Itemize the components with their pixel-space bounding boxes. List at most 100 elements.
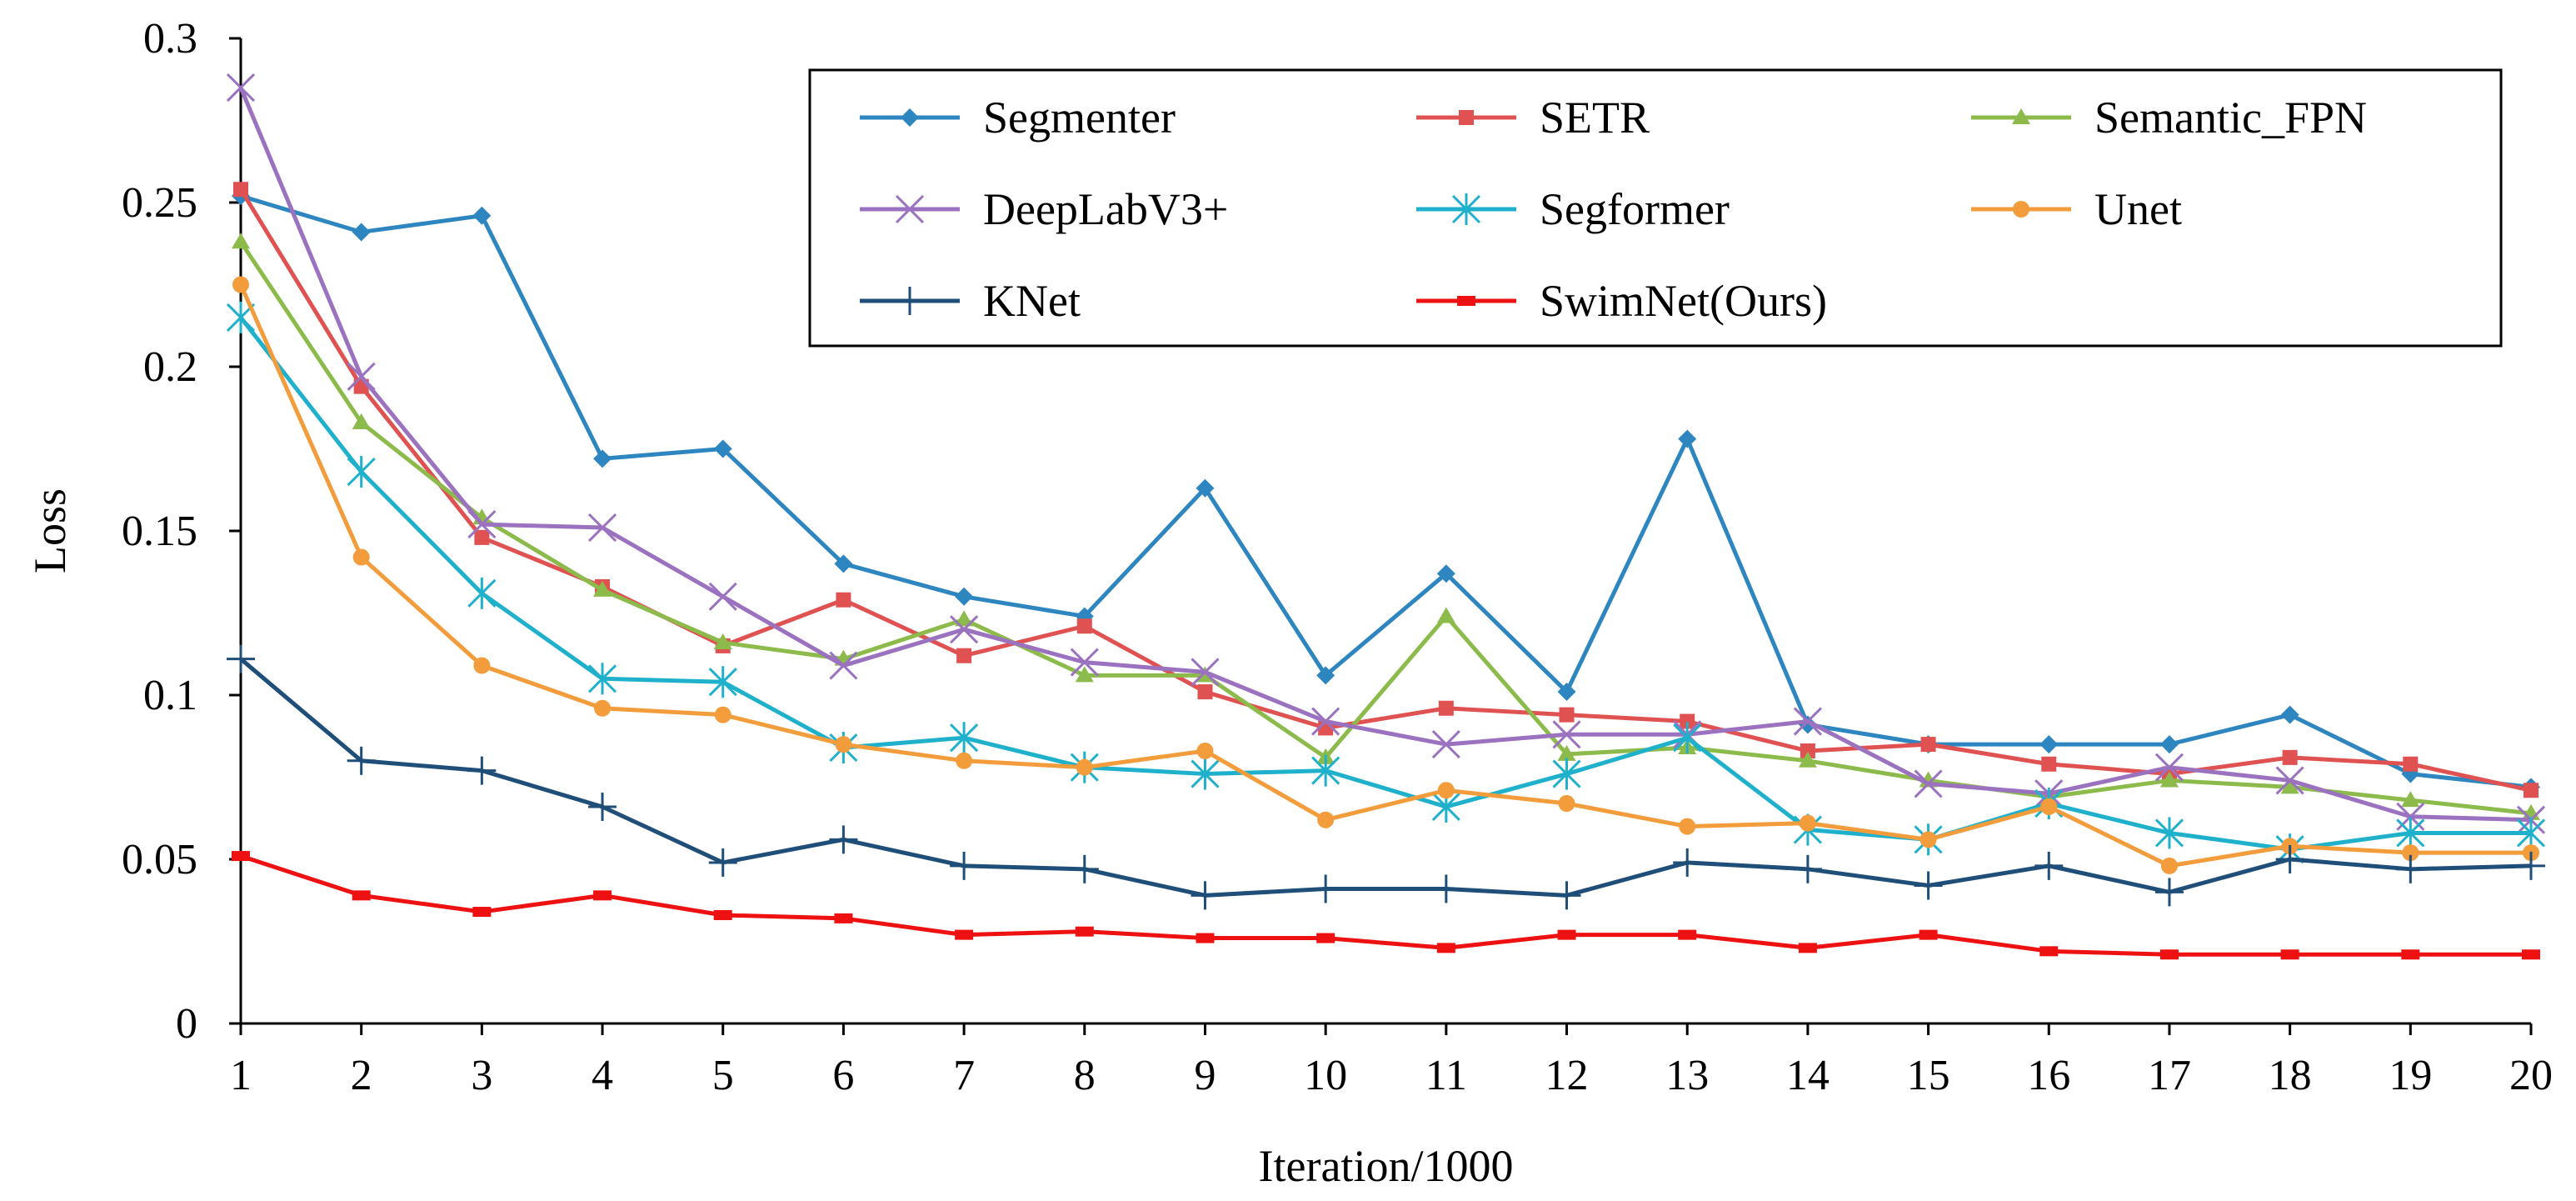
data-point-segformer <box>1311 754 1340 787</box>
data-point-setr <box>2403 756 2419 772</box>
data-point-semantic-fpn <box>2159 771 2179 788</box>
data-point-segmenter <box>1436 564 1455 583</box>
data-point-deeplabv3 <box>467 510 497 539</box>
data-point-deeplabv3 <box>1552 720 1581 749</box>
data-point-knet <box>2275 845 2304 873</box>
data-point-swimnet-ours <box>2401 949 2420 960</box>
x-tick-label: 19 <box>2389 1052 2432 1099</box>
data-point-semantic-fpn <box>713 633 732 649</box>
data-point-knet <box>588 792 617 821</box>
data-point-swimnet-ours <box>834 913 853 923</box>
x-tick-label: 9 <box>1194 1052 1216 1099</box>
data-point-segmenter <box>1196 478 1215 498</box>
legend-label: Unet <box>2094 184 2182 234</box>
data-point-knet <box>1673 848 1702 877</box>
data-point-unet <box>352 548 370 566</box>
data-point-deeplabv3 <box>1191 658 1220 687</box>
series-line-deeplabv3 <box>238 87 2532 823</box>
data-point-segmenter <box>834 554 853 573</box>
series-swimnet-ours <box>232 851 2540 960</box>
data-point-knet <box>1070 854 1099 883</box>
x-tick-label: 14 <box>1786 1052 1830 1099</box>
data-point-segformer <box>2154 817 2184 849</box>
data-point-deeplabv3 <box>1070 648 1099 677</box>
x-tick-label: 12 <box>1545 1052 1589 1099</box>
data-point-segmenter <box>713 439 732 458</box>
data-point-knet <box>2034 851 2064 880</box>
series-line-knet <box>239 657 2532 898</box>
legend-entry-swimnet-ours: SwimNet(Ours) <box>1416 276 1827 326</box>
legend-box <box>808 68 2503 348</box>
data-point-segformer <box>2396 817 2425 849</box>
series-segformer <box>226 301 2546 866</box>
data-point-swimnet-ours <box>955 929 974 940</box>
y-tick-label: 0.1 <box>143 672 197 719</box>
legend-marker <box>2013 201 2029 218</box>
x-tick-label: 17 <box>2148 1052 2191 1099</box>
data-point-swimnet-ours <box>352 890 371 901</box>
data-point-swimnet-ours <box>1919 929 1938 940</box>
x-tick-label: 11 <box>1425 1052 1467 1099</box>
legend-marker <box>895 194 925 224</box>
legend-marker <box>896 287 924 315</box>
data-point-deeplabv3 <box>1914 769 1943 798</box>
data-point-setr <box>1197 684 1213 700</box>
data-point-segformer <box>708 666 737 698</box>
x-tick-label: 2 <box>351 1052 372 1099</box>
data-point-segformer <box>1191 758 1220 790</box>
data-point-semantic-fpn <box>955 610 974 627</box>
data-point-knet <box>2517 851 2545 880</box>
x-tick-label: 8 <box>1074 1052 1096 1099</box>
legend-label: Segmenter <box>983 93 1176 143</box>
data-point-segmenter <box>352 223 371 242</box>
data-point-swimnet-ours <box>593 890 612 901</box>
data-point-swimnet-ours <box>1678 929 1697 940</box>
data-point-segmenter <box>2039 735 2059 754</box>
legend-entry-segformer: Segformer <box>1416 184 1730 234</box>
legend-entry-unet: Unet <box>1971 184 2182 234</box>
y-tick-label: 0.05 <box>122 836 197 883</box>
data-point-swimnet-ours <box>1196 933 1215 943</box>
data-point-swimnet-ours <box>2039 946 2059 957</box>
data-point-deeplabv3 <box>347 362 376 391</box>
y-tick-label: 0.25 <box>122 179 197 227</box>
data-point-segmenter <box>593 449 612 468</box>
y-tick-label: 0 <box>176 1000 197 1048</box>
data-point-setr <box>1076 618 1092 634</box>
data-point-unet <box>1558 795 1575 813</box>
data-point-setr <box>1920 737 1936 753</box>
x-tick-label: 15 <box>1907 1052 1950 1099</box>
data-point-segformer <box>2516 817 2546 849</box>
data-point-knet <box>1311 874 1340 903</box>
data-point-setr <box>956 648 972 663</box>
data-point-swimnet-ours <box>1316 933 1335 943</box>
data-point-unet <box>956 752 973 769</box>
data-point-swimnet-ours <box>1798 943 1817 953</box>
series-line-swimnet-ours <box>240 853 2531 957</box>
legend-label: DeepLabV3+ <box>983 184 1228 234</box>
data-point-unet <box>473 657 491 674</box>
data-point-setr <box>2524 783 2539 798</box>
data-point-knet <box>347 746 376 775</box>
legend-entry-knet: KNet <box>860 276 1081 326</box>
data-point-unet <box>2402 844 2419 862</box>
data-point-deeplabv3 <box>950 615 979 644</box>
data-point-segformer <box>467 577 497 609</box>
data-point-deeplabv3 <box>708 582 737 611</box>
data-point-unet <box>835 736 852 753</box>
data-point-segmenter <box>2159 735 2179 754</box>
legend-marker <box>1451 193 1481 225</box>
data-point-semantic-fpn <box>352 413 371 429</box>
series-line-semantic-fpn <box>238 240 2532 816</box>
data-point-deeplabv3 <box>829 651 858 680</box>
data-point-knet <box>1431 874 1460 903</box>
data-point-unet <box>2040 798 2058 815</box>
data-point-segformer <box>1673 722 1702 754</box>
data-point-unet <box>1799 814 1816 832</box>
legend-marker <box>901 108 919 127</box>
legend-label: SwimNet(Ours) <box>1540 276 1827 326</box>
data-point-knet <box>950 851 979 880</box>
data-point-knet <box>467 756 497 785</box>
